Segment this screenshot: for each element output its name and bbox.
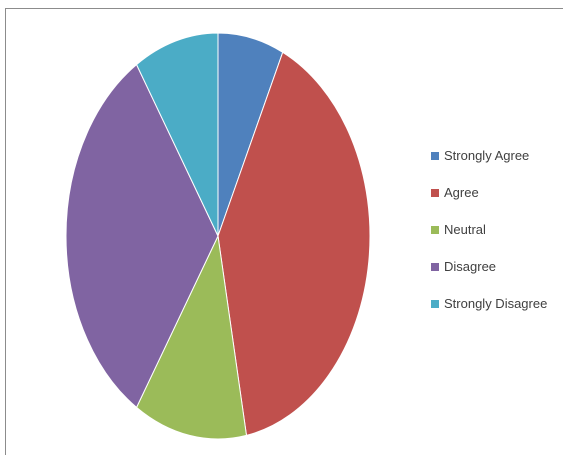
legend: Strongly Agree Agree Neutral Disagree St… — [431, 148, 547, 312]
legend-swatch-strongly-agree — [431, 152, 439, 160]
legend-label-strongly-disagree: Strongly Disagree — [444, 296, 548, 311]
pie-slice-disagree — [65, 63, 219, 409]
legend-item-agree: Agree — [431, 185, 547, 201]
legend-label-disagree: Disagree — [444, 259, 497, 274]
pie-slice-agree — [217, 51, 371, 437]
legend-swatch-disagree — [431, 263, 439, 271]
legend-item-strongly-agree: Strongly Agree — [431, 148, 547, 164]
legend-label-agree: Agree — [444, 185, 479, 200]
legend-label-strongly-agree: Strongly Agree — [444, 148, 530, 163]
legend-swatch-strongly-disagree — [431, 300, 439, 308]
legend-swatch-neutral — [431, 226, 439, 234]
legend-item-strongly-disagree: Strongly Disagree — [431, 296, 547, 312]
legend-item-disagree: Disagree — [431, 259, 547, 275]
pie-slice-neutral — [135, 234, 248, 440]
pie-slice-strongly-disagree — [135, 32, 219, 237]
legend-item-neutral: Neutral — [431, 222, 547, 238]
legend-swatch-agree — [431, 189, 439, 197]
legend-label-neutral: Neutral — [444, 222, 486, 237]
